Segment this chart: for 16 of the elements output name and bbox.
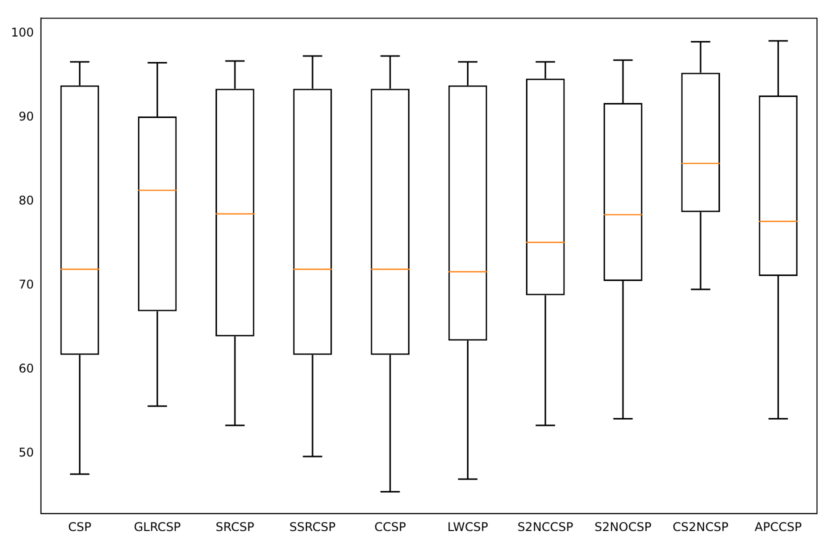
x-tick-label: SSRCSP	[289, 520, 336, 534]
y-tick-label: 80	[18, 193, 34, 208]
y-tick-label: 100	[11, 25, 34, 40]
y-tick-label: 50	[18, 445, 34, 460]
x-tick-label: SRCSP	[216, 520, 254, 534]
x-tick-label: LWCSP	[447, 520, 488, 534]
x-tick-label: APCCSP	[754, 520, 802, 534]
y-tick-label: 60	[18, 361, 34, 376]
x-tick-label: CS2NCSP	[672, 520, 729, 534]
x-tick-label: S2NCCSP	[517, 520, 574, 534]
x-tick-label: CSP	[68, 520, 92, 534]
x-tick-label: S2NOCSP	[594, 520, 652, 534]
x-tick-label: GLRCSP	[134, 520, 181, 534]
y-tick-label: 70	[18, 277, 34, 292]
x-tick-label: CCSP	[374, 520, 406, 534]
y-tick-label: 90	[18, 109, 34, 124]
